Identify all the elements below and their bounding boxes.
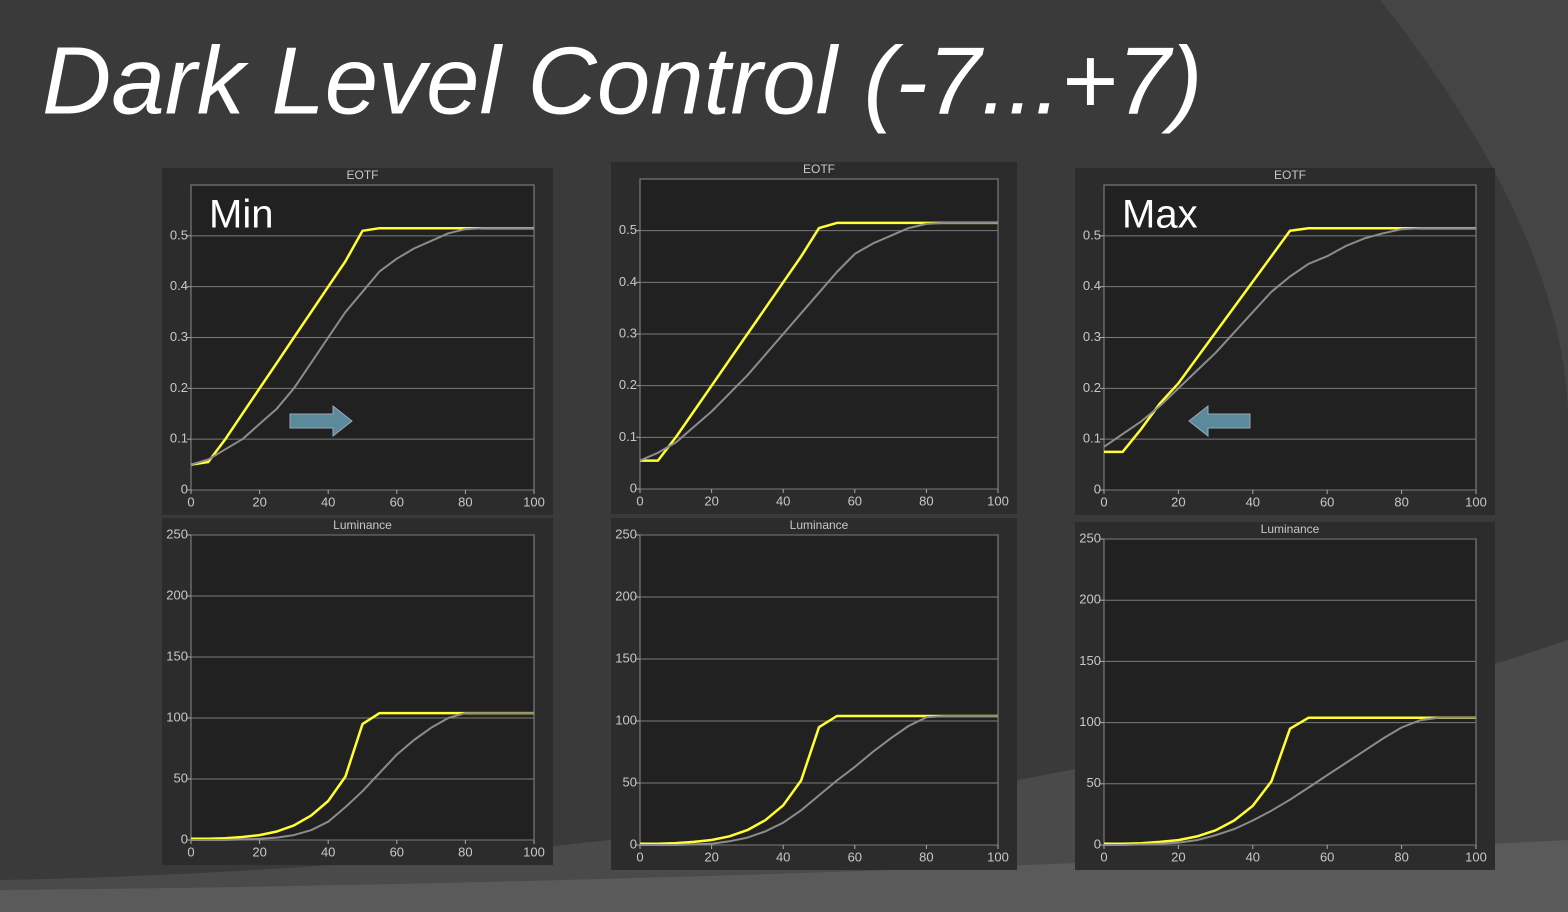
x-tick-label: 80 <box>458 494 472 509</box>
x-tick-label: 0 <box>636 849 643 864</box>
arrow-right <box>289 404 353 438</box>
swirl <box>1380 0 1568 420</box>
line <box>190 227 534 466</box>
y-tick-label: 0.1 <box>170 431 188 446</box>
y-tick-label: 100 <box>1079 714 1101 729</box>
chart-title: EOTF <box>347 168 379 182</box>
line <box>1104 716 1476 846</box>
chart-title: Luminance <box>790 518 849 532</box>
slide-title: Dark Level Control (-7...+7) <box>42 27 1202 134</box>
y-tick-label: 200 <box>615 588 637 603</box>
y-tick-label: 0 <box>630 480 637 495</box>
y-tick-label: 0.5 <box>1083 227 1101 242</box>
x-tick-label: 60 <box>848 493 862 508</box>
y-tick-label: 250 <box>615 526 637 541</box>
y-tick-label: 0.5 <box>170 227 188 242</box>
y-tick-label: 100 <box>615 712 637 727</box>
y-tick-label: 0 <box>630 836 637 851</box>
y-tick-label: 0.4 <box>1083 278 1101 293</box>
plot-area <box>1103 538 1477 846</box>
x-tick-label: 20 <box>1171 849 1185 864</box>
x-tick-label: 60 <box>1320 849 1334 864</box>
line <box>1103 227 1476 448</box>
y-tick-label: 0.4 <box>170 278 188 293</box>
line <box>639 221 998 462</box>
y-tick-label: 0 <box>181 481 188 496</box>
x-tick-label: 0 <box>1100 849 1107 864</box>
y-tick-label: 0 <box>181 831 188 846</box>
x-tick-label: 40 <box>1246 849 1260 864</box>
x-tick-label: 0 <box>1100 494 1107 509</box>
x-tick-label: 100 <box>987 493 1009 508</box>
chart-title: Luminance <box>333 518 392 532</box>
arrow-left <box>1188 404 1251 438</box>
x-tick-label: 80 <box>919 493 933 508</box>
x-tick-label: 20 <box>1171 494 1185 509</box>
y-tick-label: 0.3 <box>1083 329 1101 344</box>
y-tick-label: 0.5 <box>619 222 637 237</box>
y-tick-label: 50 <box>1087 775 1101 790</box>
x-tick-label: 100 <box>523 494 545 509</box>
x-tick-label: 0 <box>187 844 194 859</box>
y-tick-label: 0.1 <box>1083 431 1101 446</box>
x-tick-label: 100 <box>1465 494 1487 509</box>
panel-label: Max <box>1122 193 1198 237</box>
y-tick-label: 150 <box>1079 653 1101 668</box>
x-tick-label: 100 <box>1465 849 1487 864</box>
x-tick-label: 60 <box>1320 494 1334 509</box>
y-tick-label: 0.3 <box>170 329 188 344</box>
y-tick-label: 150 <box>166 648 188 663</box>
y-tick-label: 0 <box>1094 836 1101 851</box>
x-tick-label: 100 <box>523 844 545 859</box>
y-tick-label: 0.2 <box>1083 380 1101 395</box>
y-tick-label: 150 <box>615 650 637 665</box>
x-tick-label: 40 <box>1246 494 1260 509</box>
x-tick-label: 80 <box>919 849 933 864</box>
x-tick-label: 20 <box>704 849 718 864</box>
y-tick-label: 0.4 <box>619 274 637 289</box>
plot-area <box>190 534 535 841</box>
swirl <box>0 840 1568 912</box>
x-tick-label: 20 <box>704 493 718 508</box>
y-tick-label: 50 <box>623 774 637 789</box>
y-tick-label: 200 <box>166 587 188 602</box>
chart-title: Luminance <box>1261 522 1320 536</box>
x-tick-label: 0 <box>636 493 643 508</box>
y-tick-label: 0.3 <box>619 325 637 340</box>
y-tick-label: 50 <box>174 770 188 785</box>
x-tick-label: 40 <box>321 844 335 859</box>
line <box>191 712 534 841</box>
chart-title: EOTF <box>803 162 835 176</box>
plot-area <box>639 534 999 846</box>
y-tick-label: 0.2 <box>619 377 637 392</box>
x-tick-label: 20 <box>252 494 266 509</box>
line <box>640 715 998 846</box>
x-tick-label: 0 <box>187 494 194 509</box>
x-tick-label: 40 <box>776 849 790 864</box>
x-tick-label: 20 <box>252 844 266 859</box>
y-tick-label: 250 <box>1079 530 1101 545</box>
x-tick-label: 40 <box>776 493 790 508</box>
y-tick-label: 0 <box>1094 481 1101 496</box>
y-tick-label: 0.2 <box>170 380 188 395</box>
y-tick-label: 250 <box>166 526 188 541</box>
x-tick-label: 80 <box>458 844 472 859</box>
x-tick-label: 80 <box>1394 494 1408 509</box>
x-tick-label: 100 <box>987 849 1009 864</box>
charts: EOTF 0 0.1 0.2 0.3 0.4 0.5 0 20 40 60 80 100 Min EOTF 0… <box>162 162 1495 870</box>
line <box>1104 716 1476 846</box>
x-tick-label: 80 <box>1394 849 1408 864</box>
y-tick-label: 100 <box>166 709 188 724</box>
chart-title: EOTF <box>1274 168 1306 182</box>
panel-label: Min <box>209 193 273 237</box>
x-tick-label: 60 <box>390 494 404 509</box>
x-tick-label: 60 <box>390 844 404 859</box>
y-tick-label: 200 <box>1079 592 1101 607</box>
x-tick-label: 60 <box>848 849 862 864</box>
y-tick-label: 0.1 <box>619 429 637 444</box>
x-tick-label: 40 <box>321 494 335 509</box>
